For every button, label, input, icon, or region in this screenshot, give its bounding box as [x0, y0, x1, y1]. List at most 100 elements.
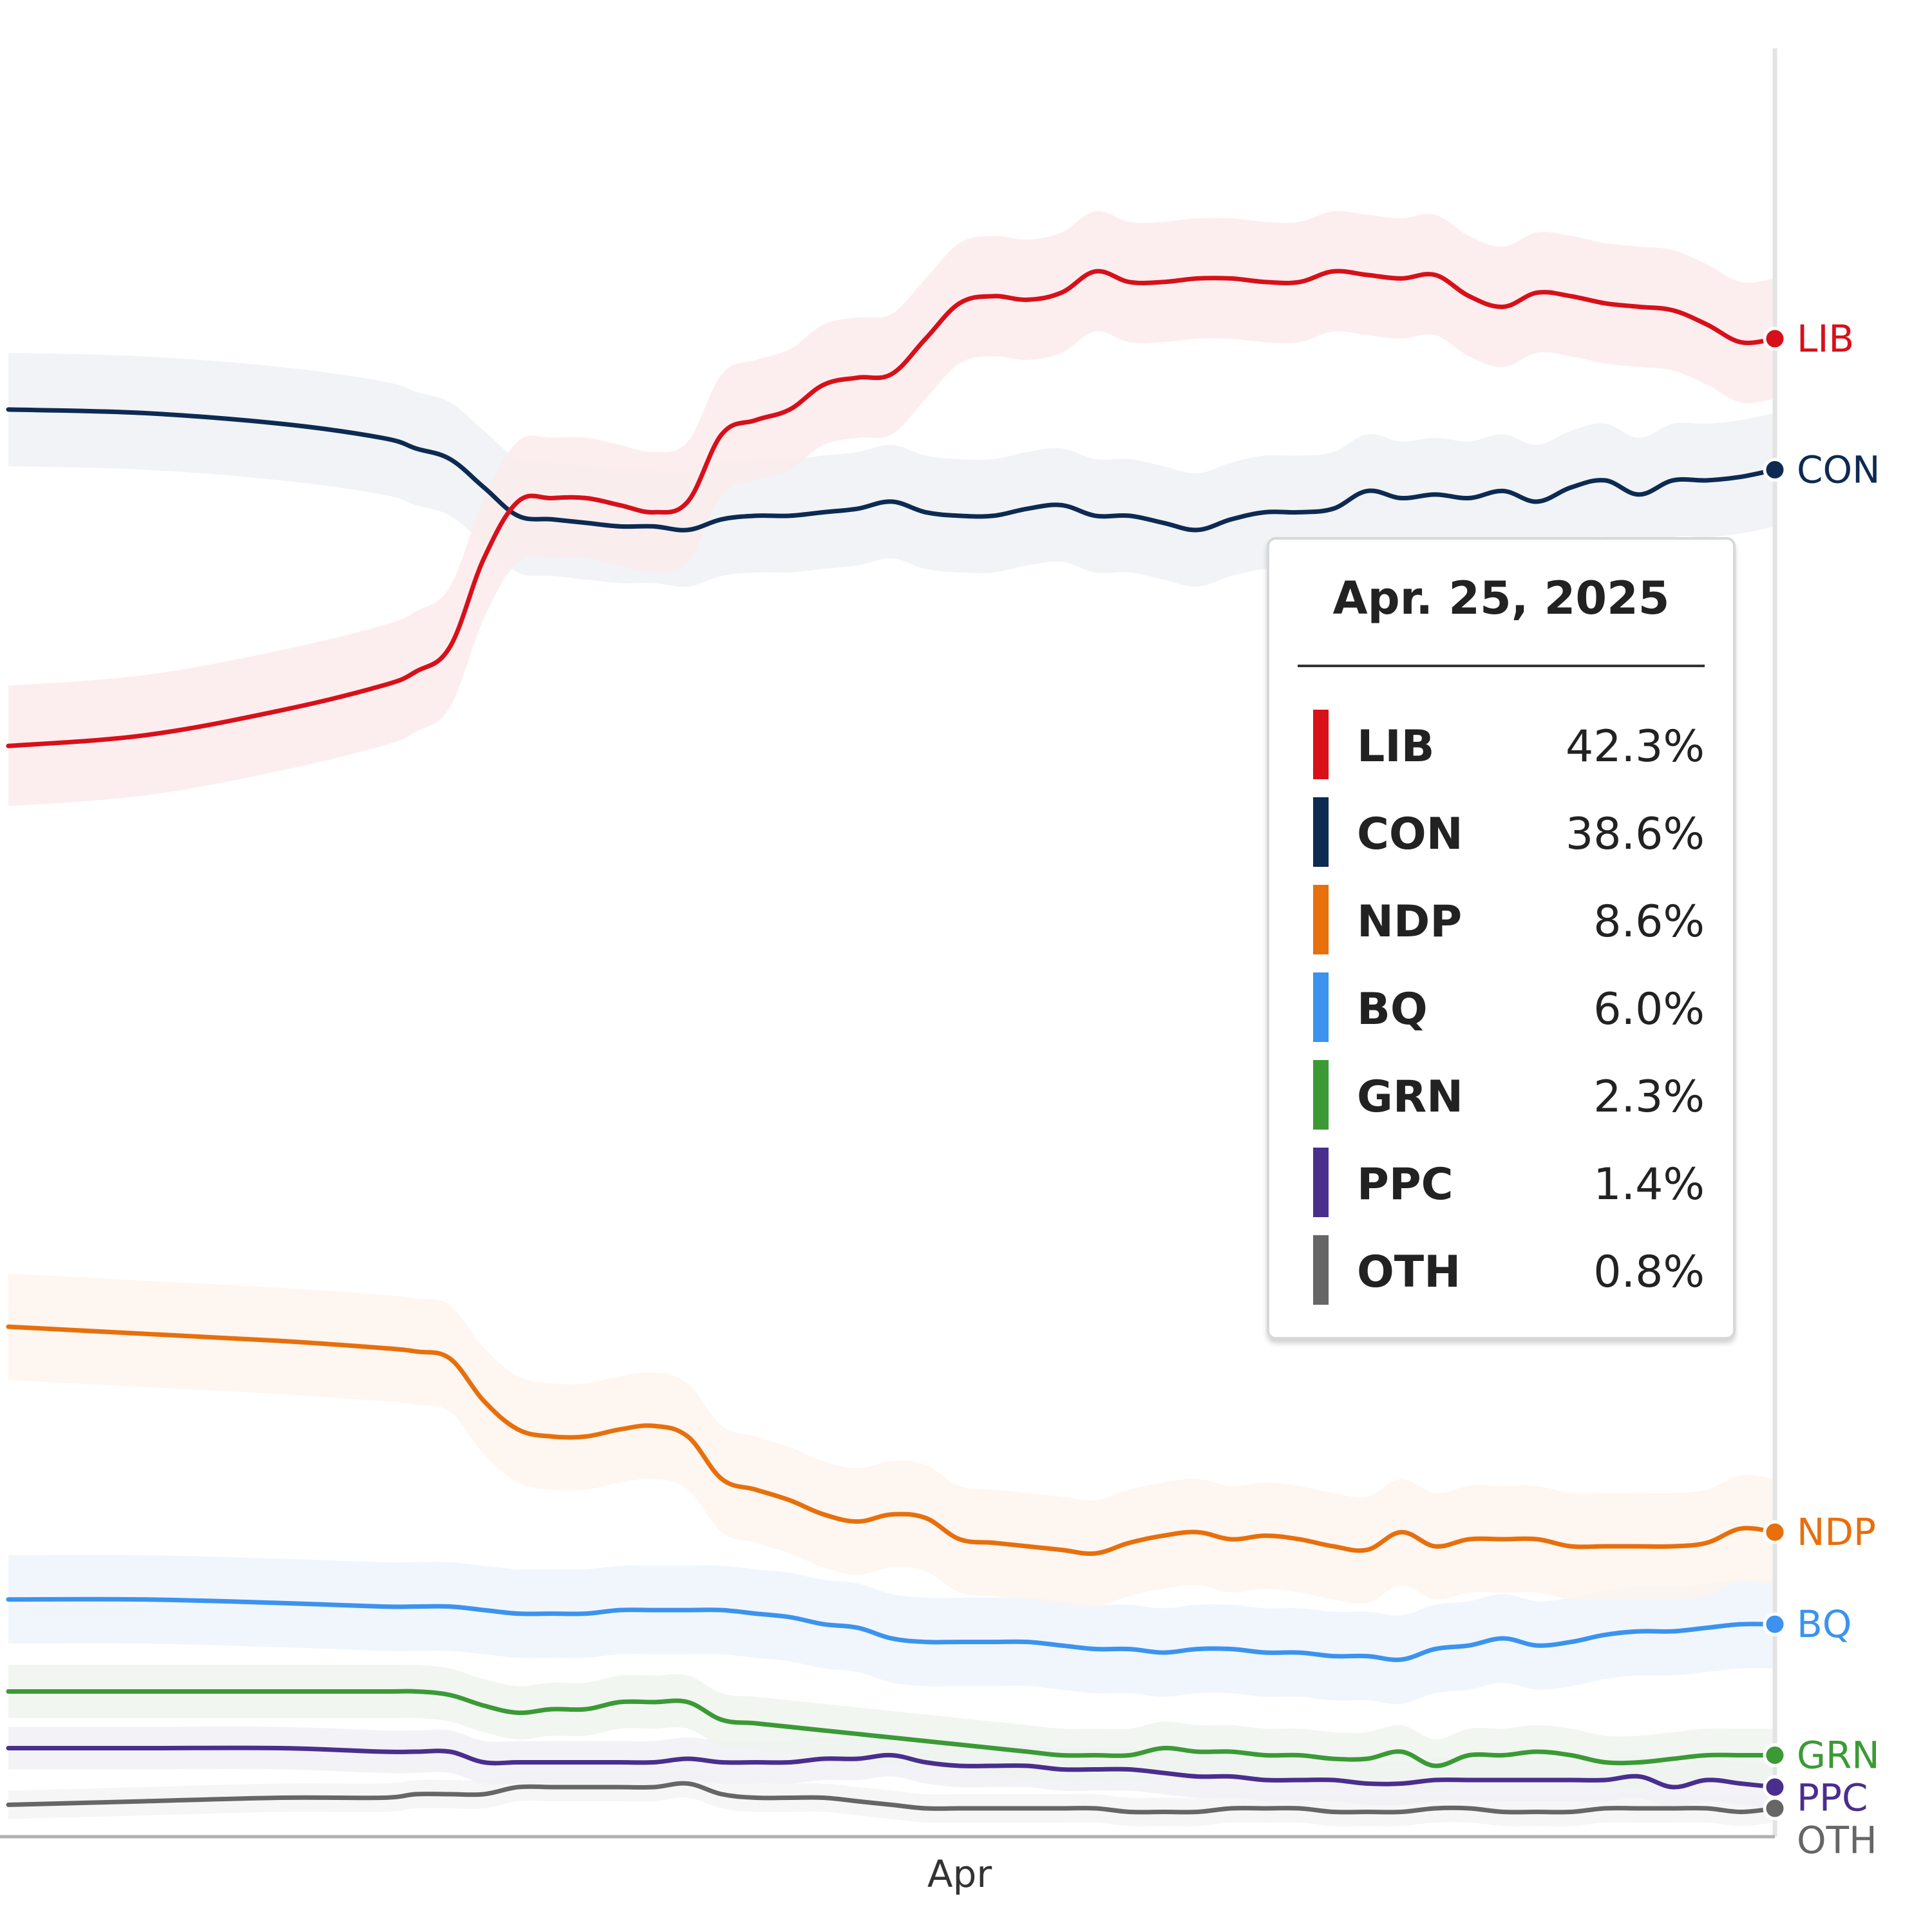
line-ppc[interactable]: [6, 1745, 1777, 1790]
point-bq: [1433, 1647, 1438, 1652]
point-bq: [1365, 1654, 1370, 1659]
point-lib: [482, 556, 487, 561]
point-ppc: [1501, 1777, 1506, 1783]
point-bq: [1466, 1643, 1472, 1648]
end-label-bq: BQ: [1797, 1602, 1852, 1646]
point-ppc: [1365, 1781, 1370, 1786]
point-ppc: [923, 1760, 928, 1765]
line-oth[interactable]: [6, 1781, 1777, 1815]
tooltip-swatch: [1313, 1235, 1329, 1305]
point-ndp: [1501, 1537, 1506, 1542]
line-bq[interactable]: [6, 1596, 1777, 1662]
point-oth: [1535, 1810, 1540, 1815]
point-grn: [1195, 1749, 1200, 1754]
point-bq: [618, 1607, 623, 1613]
point-ppc: [855, 1756, 860, 1761]
point-lib: [413, 669, 419, 674]
endpoint-ndp[interactable]: [1763, 1520, 1787, 1544]
endpoint-con[interactable]: [1763, 457, 1787, 482]
point-con: [957, 513, 962, 518]
point-con: [1365, 488, 1370, 493]
point-oth: [821, 1795, 826, 1801]
point-con: [482, 485, 487, 490]
point-lib: [1059, 290, 1064, 295]
point-grn: [821, 1728, 826, 1733]
point-ppc: [142, 1746, 147, 1751]
point-con: [515, 513, 520, 518]
point-lib: [991, 294, 996, 299]
point-bq: [1229, 1647, 1234, 1652]
tooltip-party-label: BQ: [1357, 984, 1428, 1035]
point-con: [1195, 527, 1200, 533]
point-ppc: [278, 1746, 283, 1751]
endpoint-bq[interactable]: [1763, 1612, 1787, 1636]
point-ndp: [685, 1434, 690, 1439]
point-lib: [1161, 279, 1166, 285]
point-grn: [855, 1732, 860, 1737]
tooltip-party-value: 6.0%: [1593, 984, 1705, 1035]
point-ppc: [1569, 1777, 1574, 1783]
point-con: [855, 506, 860, 511]
line-ndp[interactable]: [6, 1324, 1777, 1557]
point-ppc: [1093, 1767, 1098, 1772]
point-oth: [1229, 1806, 1234, 1811]
point-con: [583, 520, 589, 526]
point-ppc: [1535, 1777, 1540, 1783]
point-bq: [142, 1597, 147, 1602]
endpoint-lib[interactable]: [1763, 327, 1787, 351]
point-con: [142, 410, 147, 415]
point-oth: [1602, 1806, 1607, 1811]
point-bq: [1602, 1633, 1607, 1638]
point-con: [6, 407, 11, 412]
point-bq: [1331, 1654, 1336, 1659]
point-con: [719, 516, 724, 522]
point-grn: [618, 1700, 623, 1705]
band-bq: [8, 1555, 1775, 1705]
point-lib: [1433, 272, 1438, 278]
point-oth: [1059, 1806, 1064, 1811]
point-bq: [1705, 1625, 1710, 1631]
point-lib: [448, 644, 453, 649]
point-grn: [719, 1718, 724, 1723]
point-grn: [1161, 1746, 1166, 1751]
tooltip-party-value: 1.4%: [1593, 1159, 1705, 1210]
line-con[interactable]: [6, 407, 1777, 533]
endpoint-grn[interactable]: [1763, 1743, 1787, 1767]
point-ndp: [1025, 1544, 1030, 1549]
point-con: [923, 509, 928, 515]
point-bq: [549, 1611, 554, 1616]
point-bq: [482, 1607, 487, 1613]
point-lib: [821, 382, 826, 387]
point-oth: [753, 1795, 759, 1801]
point-ppc: [1059, 1767, 1064, 1772]
point-con: [1297, 509, 1302, 515]
endpoint-ppc[interactable]: [1763, 1775, 1787, 1799]
point-ndp: [1602, 1544, 1607, 1549]
point-grn: [1705, 1753, 1710, 1758]
point-bq: [278, 1600, 283, 1605]
line-lib[interactable]: [6, 269, 1777, 748]
point-ppc: [1636, 1774, 1642, 1779]
point-grn: [685, 1700, 690, 1705]
point-ppc: [957, 1763, 962, 1768]
tooltip-party-value: 8.6%: [1593, 896, 1705, 947]
point-lib: [1501, 304, 1506, 309]
line-grn[interactable]: [6, 1689, 1777, 1768]
point-lib: [1399, 276, 1404, 281]
point-oth: [719, 1792, 724, 1797]
point-ndp: [1399, 1530, 1404, 1535]
point-ndp: [753, 1487, 759, 1492]
point-oth: [1399, 1810, 1404, 1815]
point-oth: [685, 1781, 690, 1786]
point-lib: [787, 407, 792, 412]
endpoint-oth[interactable]: [1763, 1796, 1787, 1821]
point-oth: [1025, 1806, 1030, 1811]
point-ppc: [1738, 1781, 1743, 1786]
point-oth: [1569, 1810, 1574, 1815]
point-grn: [753, 1721, 759, 1726]
point-grn: [549, 1707, 554, 1712]
point-bq: [753, 1611, 759, 1616]
point-bq: [787, 1615, 792, 1620]
point-con: [1263, 509, 1268, 515]
